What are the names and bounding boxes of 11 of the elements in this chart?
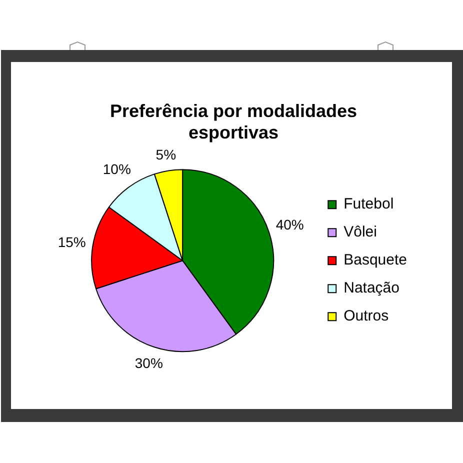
data-label: 30% — [134, 355, 163, 372]
legend-label: Vôlei — [344, 224, 377, 241]
legend-label: Futebol — [344, 196, 394, 213]
data-label: 5% — [156, 146, 176, 162]
legend-label: Outros — [344, 308, 389, 325]
legend-label: Basquete — [344, 252, 408, 269]
data-label: 40% — [276, 216, 304, 233]
legend-label: Natação — [344, 280, 400, 297]
data-label: 15% — [58, 234, 86, 250]
data-label: 10% — [102, 161, 131, 178]
chart-title: Preferência por modalidades esportivas — [110, 100, 358, 142]
